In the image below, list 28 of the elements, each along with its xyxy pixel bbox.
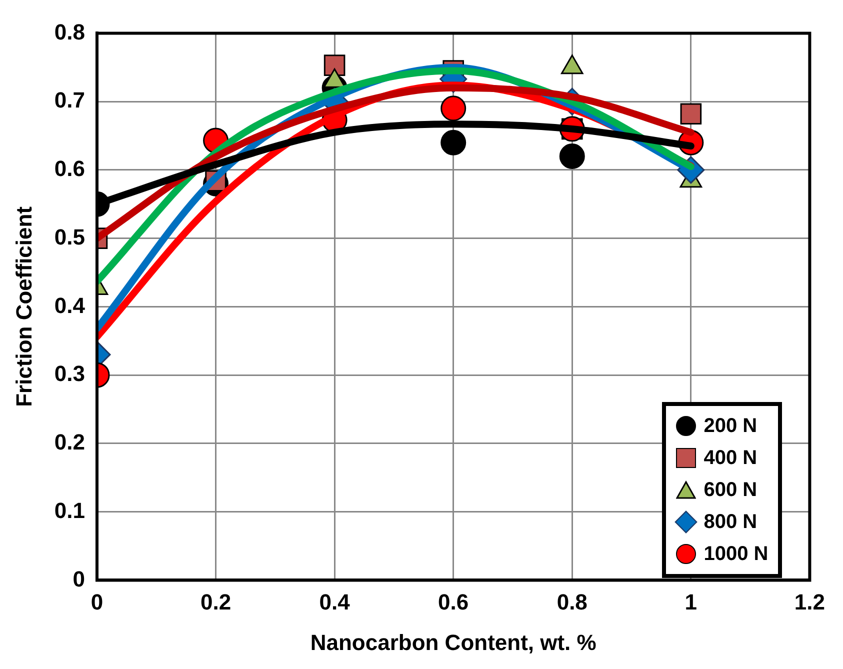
y-tick-label: 0.7 <box>54 88 85 113</box>
y-tick-label: 0.6 <box>54 156 85 182</box>
x-axis-title: Nanocarbon Content, wt. % <box>310 630 596 655</box>
x-tick-label: 0.6 <box>438 589 469 614</box>
point <box>680 103 702 125</box>
y-tick-label: 0.2 <box>54 430 85 455</box>
legend-label: 600 N <box>704 478 758 502</box>
y-tick-label: 0.4 <box>54 292 86 318</box>
point <box>440 96 466 122</box>
point <box>559 144 585 170</box>
y-tick-label: 0.3 <box>54 361 85 386</box>
y-axis-title: Friction Coefficient <box>11 206 36 407</box>
y-tick-label: 0 <box>72 566 85 592</box>
point <box>324 54 346 76</box>
x-tick-label: 0.8 <box>556 589 588 614</box>
legend-label: 1000 N <box>704 542 768 566</box>
y-tick-label: 0.8 <box>54 19 85 44</box>
legend-label: 800 N <box>704 510 758 534</box>
x-tick-label: 0.4 <box>319 589 351 614</box>
x-tick-label: 1.2 <box>794 589 826 614</box>
legend-label: 200 N <box>704 414 758 438</box>
legend-label: 400 N <box>704 446 758 470</box>
x-tick-label: 0.2 <box>200 589 232 614</box>
y-tick-label: 0.1 <box>54 498 85 523</box>
y-tick-label: 0.5 <box>54 224 85 250</box>
x-tick-label: 1 <box>684 589 698 614</box>
point <box>440 130 466 156</box>
x-tick-label: 0 <box>90 589 104 614</box>
